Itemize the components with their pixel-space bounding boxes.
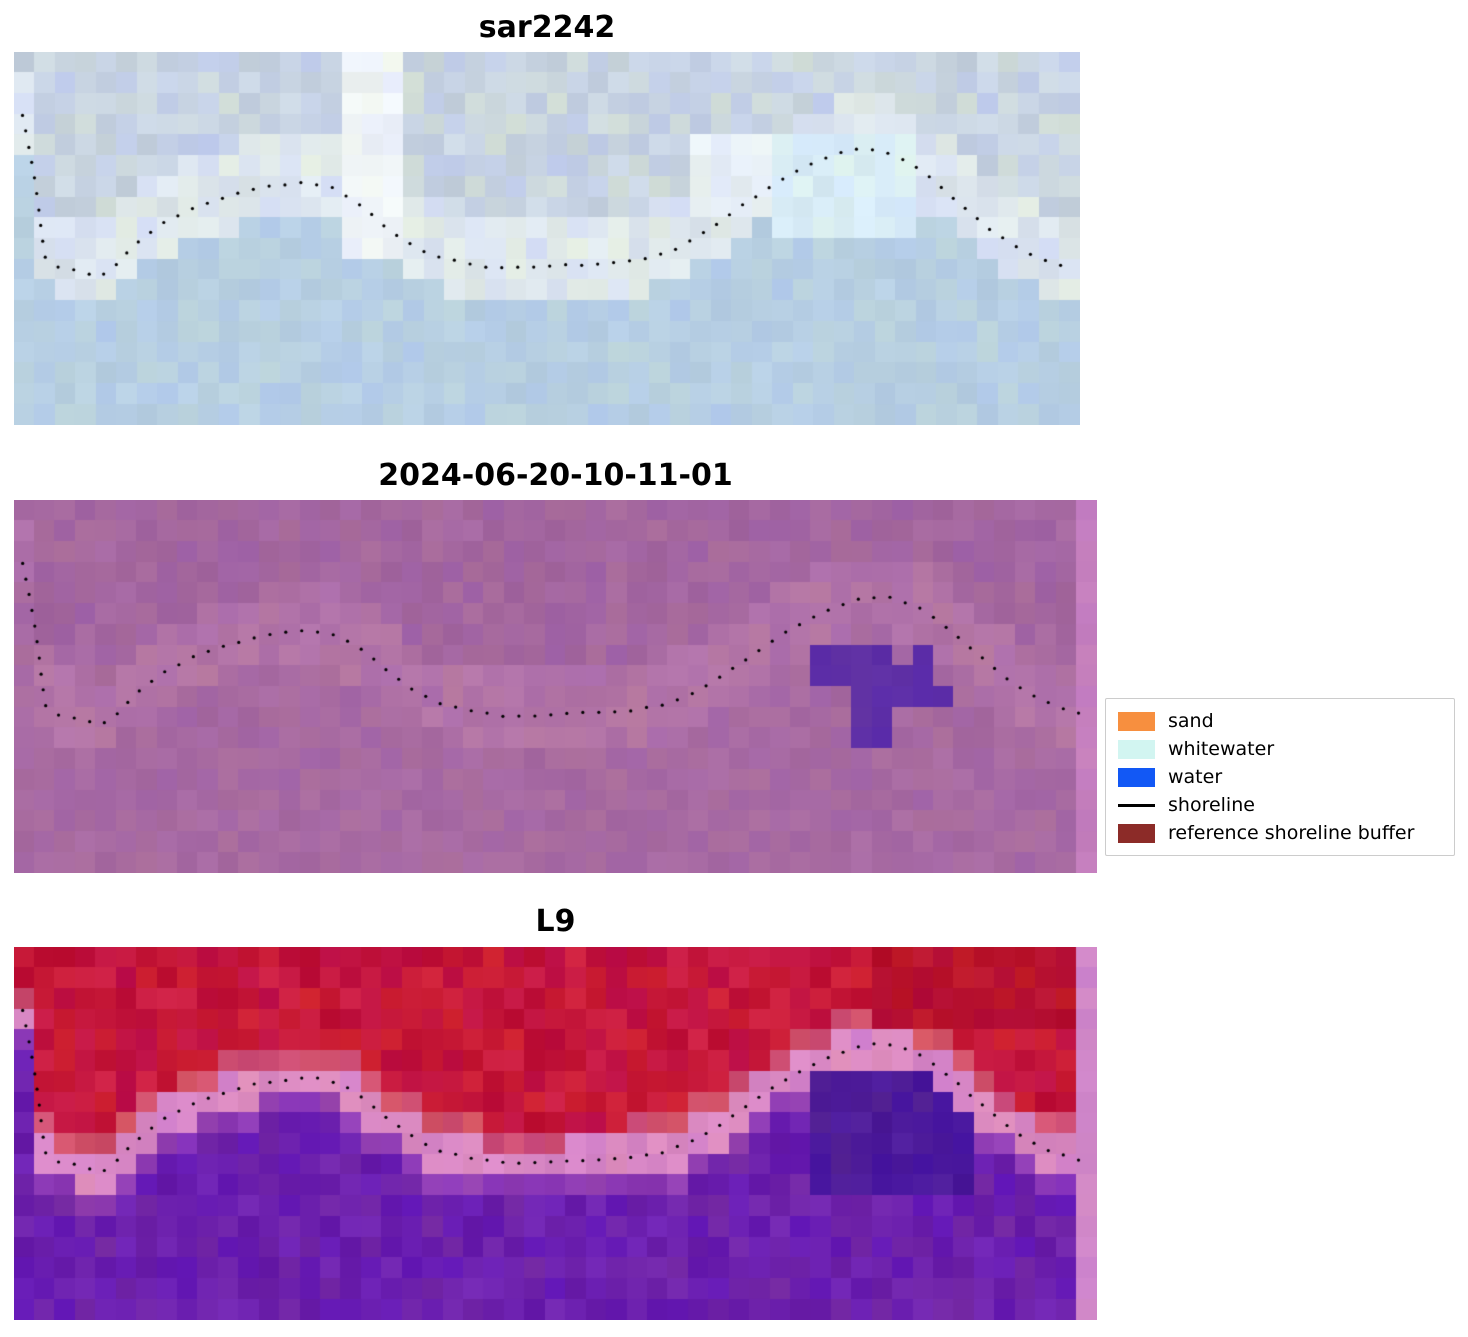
legend-label-shoreline: shoreline — [1168, 794, 1255, 816]
legend-item-whitewater: whitewater — [1118, 736, 1442, 762]
panel-2-canvas — [14, 500, 1097, 873]
legend-item-sand: sand — [1118, 708, 1442, 734]
water-swatch — [1118, 767, 1155, 787]
shoreline-line-swatch — [1118, 803, 1155, 807]
legend-label-sand: sand — [1168, 710, 1214, 732]
legend: sand whitewater water shoreline referenc… — [1105, 698, 1455, 856]
panel-1-canvas — [14, 52, 1080, 425]
reference-shoreline-buffer-swatch — [1118, 823, 1155, 843]
legend-label-reference-shoreline-buffer: reference shoreline buffer — [1168, 822, 1415, 844]
whitewater-swatch — [1118, 739, 1155, 759]
panel-1-title: sar2242 — [478, 10, 616, 45]
sand-swatch — [1118, 711, 1155, 731]
panel-3-title: L9 — [535, 904, 576, 939]
legend-label-water: water — [1168, 766, 1223, 788]
panel-3-canvas — [14, 947, 1097, 1320]
legend-item-water: water — [1118, 764, 1442, 790]
panel-2-title: 2024-06-20-10-11-01 — [378, 458, 733, 493]
legend-label-whitewater: whitewater — [1168, 738, 1275, 760]
legend-item-reference-shoreline-buffer: reference shoreline buffer — [1118, 820, 1442, 846]
legend-item-shoreline: shoreline — [1118, 792, 1442, 818]
